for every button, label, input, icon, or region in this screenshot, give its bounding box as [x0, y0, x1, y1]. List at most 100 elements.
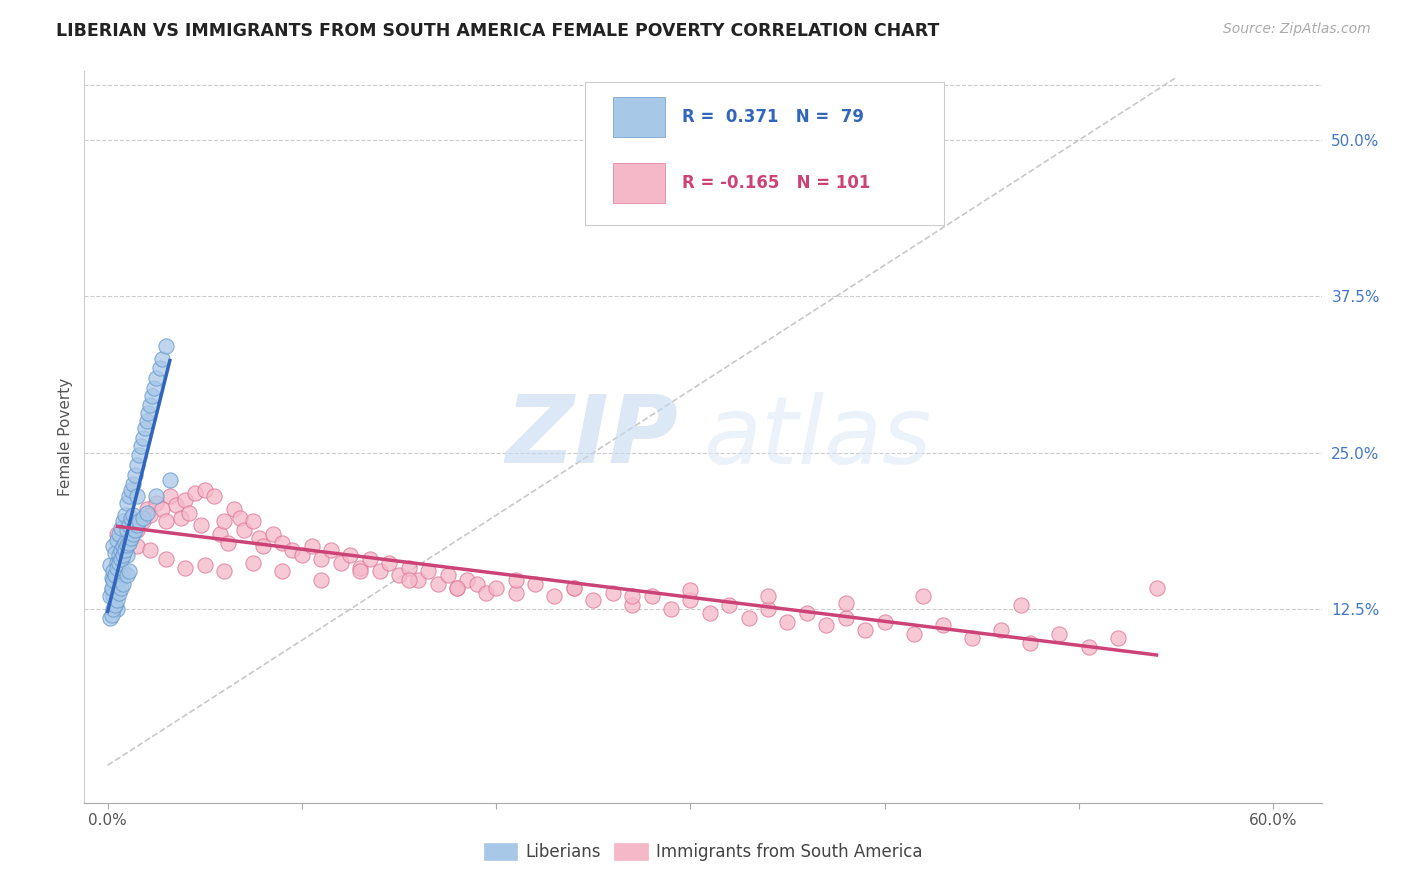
Point [217, 535, 239, 549]
Point [679, 593, 702, 607]
Point [640, 590, 662, 604]
Point [145, 496, 167, 510]
Y-axis label: Female Poverty: Female Poverty [58, 378, 73, 496]
Point [319, 543, 342, 558]
Point [115, 548, 138, 562]
Point [679, 583, 702, 598]
Point [960, 631, 983, 645]
FancyBboxPatch shape [585, 82, 945, 225]
Point [222, 502, 245, 516]
Point [398, 573, 420, 587]
Point [359, 552, 381, 566]
Point [339, 548, 361, 562]
Point [139, 398, 162, 412]
Point [104, 568, 127, 582]
Point [436, 568, 458, 582]
Point [128, 448, 150, 462]
FancyBboxPatch shape [613, 163, 665, 203]
Point [98, 590, 121, 604]
Point [108, 548, 131, 562]
Point [112, 540, 135, 554]
Point [562, 581, 585, 595]
Point [756, 590, 779, 604]
Point [204, 490, 226, 504]
Point [209, 527, 232, 541]
Point [179, 506, 201, 520]
Point [149, 360, 172, 375]
Point [155, 339, 177, 353]
Point [108, 586, 131, 600]
FancyBboxPatch shape [613, 97, 665, 137]
Point [1146, 581, 1168, 595]
Point [718, 599, 741, 613]
Point [141, 389, 163, 403]
Point [485, 581, 508, 595]
Point [135, 414, 157, 428]
Point [524, 577, 547, 591]
Point [505, 573, 527, 587]
Point [418, 565, 440, 579]
Point [252, 540, 274, 554]
Point [1077, 640, 1099, 654]
Point [465, 577, 488, 591]
Point [128, 515, 150, 529]
Point [108, 573, 131, 587]
Point [105, 533, 128, 548]
Point [194, 558, 217, 573]
Point [349, 565, 371, 579]
Point [159, 490, 181, 504]
Point [105, 602, 128, 616]
Point [543, 590, 565, 604]
Point [242, 556, 264, 570]
Point [104, 599, 127, 613]
Point [621, 590, 644, 604]
Point [291, 548, 314, 562]
Text: LIBERIAN VS IMMIGRANTS FROM SOUTH AMERICA FEMALE POVERTY CORRELATION CHART: LIBERIAN VS IMMIGRANTS FROM SOUTH AMERIC… [56, 22, 939, 40]
Point [129, 440, 152, 454]
Point [104, 546, 127, 560]
Point [125, 458, 148, 473]
Point [368, 565, 391, 579]
Point [105, 556, 128, 570]
Point [103, 590, 125, 604]
Point [329, 556, 352, 570]
Point [135, 502, 157, 516]
Point [212, 565, 235, 579]
Point [131, 431, 153, 445]
Point [174, 560, 197, 574]
Point [388, 568, 411, 582]
Point [776, 615, 799, 629]
Point [155, 515, 177, 529]
Point [170, 510, 193, 524]
Point [145, 490, 167, 504]
Point [122, 508, 145, 523]
Point [212, 515, 235, 529]
Point [165, 498, 187, 512]
Point [194, 483, 217, 498]
Point [562, 581, 585, 595]
Point [115, 496, 138, 510]
Point [150, 502, 173, 516]
Point [103, 602, 125, 616]
Point [98, 558, 121, 573]
Point [1010, 599, 1032, 613]
Point [378, 556, 401, 570]
Point [426, 577, 449, 591]
Point [139, 508, 162, 523]
Point [103, 573, 125, 587]
Point [232, 523, 254, 537]
Point [125, 490, 148, 504]
Point [103, 565, 125, 579]
Point [932, 618, 955, 632]
Point [242, 515, 264, 529]
Point [621, 599, 644, 613]
Point [112, 548, 135, 562]
Point [100, 583, 122, 598]
Point [145, 370, 167, 384]
Point [756, 602, 779, 616]
Point [737, 611, 759, 625]
Point [699, 606, 721, 620]
Point [475, 586, 498, 600]
Point [122, 477, 145, 491]
Point [100, 581, 122, 595]
